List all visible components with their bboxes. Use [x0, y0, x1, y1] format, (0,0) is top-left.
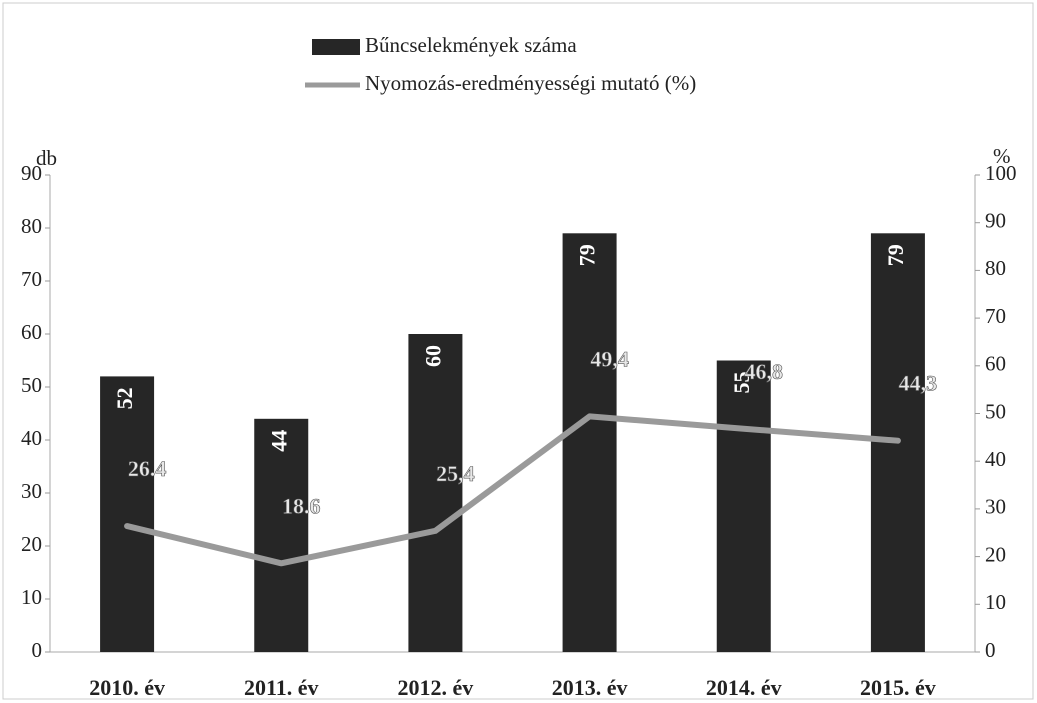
bar-label: 60: [420, 345, 445, 367]
y2-tick-label: 30: [985, 495, 1006, 519]
line-label: 44,3: [899, 371, 938, 396]
bar-label: 44: [266, 430, 291, 452]
line-label: 49,4: [590, 346, 629, 371]
legend-label: Nyomozás-eredményességi mutató (%): [365, 71, 696, 95]
x-tick-label: 2013. év: [552, 675, 628, 700]
y-tick-label: 10: [21, 585, 42, 609]
x-tick-label: 2010. év: [89, 675, 165, 700]
chart: db % 01020304050607080900102030405060708…: [0, 0, 1037, 703]
line-label: 26.4: [128, 456, 167, 481]
y2-tick-label: 90: [985, 209, 1006, 233]
y-tick-label: 70: [21, 267, 42, 291]
bar: [100, 376, 154, 652]
y-tick-label: 50: [21, 373, 42, 397]
y-tick-label: 90: [21, 161, 42, 185]
bar: [717, 361, 771, 653]
legend-label: Bűncselekmények száma: [365, 33, 577, 57]
x-tick-label: 2015. év: [860, 675, 936, 700]
line-label: 18.6: [282, 493, 321, 518]
x-tick-label: 2011. év: [244, 675, 319, 700]
y-tick-label: 0: [32, 638, 43, 662]
bar-label: 79: [883, 244, 908, 266]
x-tick-label: 2012. év: [398, 675, 474, 700]
bar-label: 79: [575, 244, 600, 266]
y-tick-label: 20: [21, 532, 42, 556]
legend-swatch: [312, 39, 360, 55]
y2-tick-label: 100: [985, 161, 1017, 185]
line-label: 25,4: [436, 461, 475, 486]
y2-tick-label: 50: [985, 399, 1006, 423]
y2-tick-label: 70: [985, 304, 1006, 328]
y2-tick-label: 40: [985, 447, 1006, 471]
x-tick-label: 2014. év: [706, 675, 782, 700]
bar: [563, 233, 617, 652]
y2-tick-label: 80: [985, 256, 1006, 280]
y-tick-label: 80: [21, 214, 42, 238]
bar: [254, 419, 308, 652]
y-tick-label: 60: [21, 320, 42, 344]
line-label: 46,8: [745, 359, 784, 384]
y2-tick-label: 20: [985, 542, 1006, 566]
y-tick-label: 30: [21, 479, 42, 503]
y2-tick-label: 0: [985, 638, 996, 662]
bar: [408, 334, 462, 652]
y-tick-label: 40: [21, 426, 42, 450]
y2-tick-label: 10: [985, 590, 1006, 614]
y2-tick-label: 60: [985, 352, 1006, 376]
bar-label: 52: [112, 387, 137, 409]
